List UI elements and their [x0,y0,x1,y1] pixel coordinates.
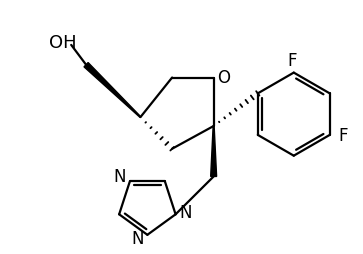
Text: F: F [339,126,348,144]
Text: N: N [179,203,192,221]
Text: OH: OH [49,34,77,52]
Polygon shape [211,126,217,177]
Text: N: N [131,229,144,247]
Text: O: O [217,68,230,86]
Text: F: F [287,52,297,69]
Polygon shape [84,63,141,118]
Text: N: N [114,168,126,185]
